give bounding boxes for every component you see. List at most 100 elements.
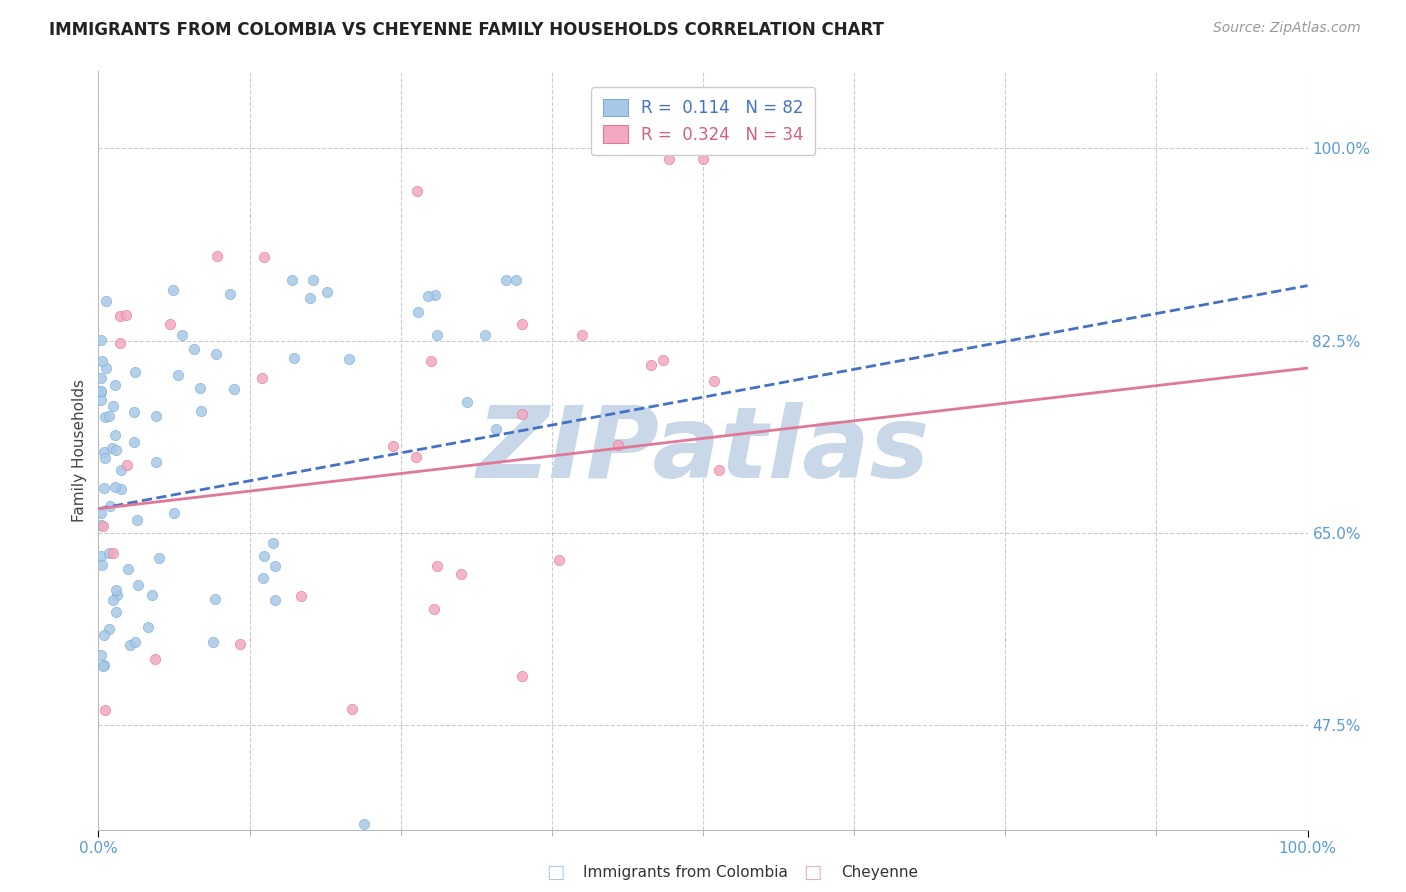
Point [94,294,117,309]
Point [145,652,167,666]
Point [253,250,276,264]
Point [382,439,405,453]
Point [91,353,114,368]
Point [97,409,120,423]
Point [264,593,287,607]
Point [114,308,136,322]
Point [485,422,508,436]
Point [651,352,673,367]
Point [252,371,274,385]
Point [423,602,446,616]
Point [122,405,145,419]
Point [456,394,478,409]
Point [264,558,287,573]
Point [120,638,142,652]
Point [571,328,593,343]
Point [136,620,159,634]
Point [474,328,496,343]
Point [205,250,228,264]
Point [222,382,245,396]
Point [418,289,440,303]
Point [505,273,527,287]
Point [253,549,276,563]
Point [262,536,284,550]
Point [90,333,112,347]
Point [124,635,146,649]
Text: □: □ [546,863,565,882]
Point [547,553,569,567]
Point [124,365,146,379]
Point [166,368,188,382]
Text: ZIPatlas: ZIPatlas [477,402,929,499]
Point [339,352,361,367]
Text: Cheyenne: Cheyenne [841,865,918,880]
Point [162,506,184,520]
Point [94,450,117,465]
Point [110,482,132,496]
Point [108,309,131,323]
Point [205,347,228,361]
Point [298,291,321,305]
Point [105,582,128,597]
Text: Immigrants from Colombia: Immigrants from Colombia [583,865,789,880]
Point [97,623,120,637]
Point [229,637,252,651]
Point [315,285,337,299]
Point [90,549,112,564]
Point [117,562,139,576]
Point [90,370,112,384]
Point [692,153,714,167]
Point [101,442,124,456]
Point [301,273,323,287]
Point [124,434,146,449]
Point [145,455,167,469]
Point [419,354,441,368]
Point [204,592,226,607]
Point [90,518,112,533]
Point [98,546,121,560]
Point [510,317,533,331]
Point [510,669,533,683]
Point [94,410,117,425]
Point [342,701,364,715]
Point [423,288,446,302]
Point [190,404,212,418]
Point [90,385,112,400]
Text: Source: ZipAtlas.com: Source: ZipAtlas.com [1213,21,1361,35]
Point [93,658,115,673]
Point [159,317,181,331]
Point [98,499,121,513]
Point [104,428,127,442]
Point [94,703,117,717]
Point [90,558,112,573]
Point [640,358,662,372]
Point [110,463,132,477]
Point [707,463,730,477]
Point [148,550,170,565]
Point [658,153,681,167]
Point [127,578,149,592]
Legend: R =  0.114   N = 82, R =  0.324   N = 34: R = 0.114 N = 82, R = 0.324 N = 34 [591,87,815,155]
Point [172,327,194,342]
Point [105,588,128,602]
Text: IMMIGRANTS FROM COLOMBIA VS CHEYENNE FAMILY HOUSEHOLDS CORRELATION CHART: IMMIGRANTS FROM COLOMBIA VS CHEYENNE FAM… [49,21,884,38]
Point [202,635,225,649]
Point [90,384,112,399]
Point [90,506,112,520]
Point [90,648,112,662]
Point [406,184,429,198]
Point [353,817,375,831]
Point [94,360,117,375]
Point [290,589,312,603]
Point [104,377,127,392]
Point [104,442,127,457]
Point [93,627,115,641]
Point [125,513,148,527]
Point [408,305,430,319]
Point [93,481,115,495]
Point [703,374,725,388]
Point [450,566,472,581]
Text: □: □ [803,863,823,882]
Point [281,273,304,287]
Point [104,605,127,619]
